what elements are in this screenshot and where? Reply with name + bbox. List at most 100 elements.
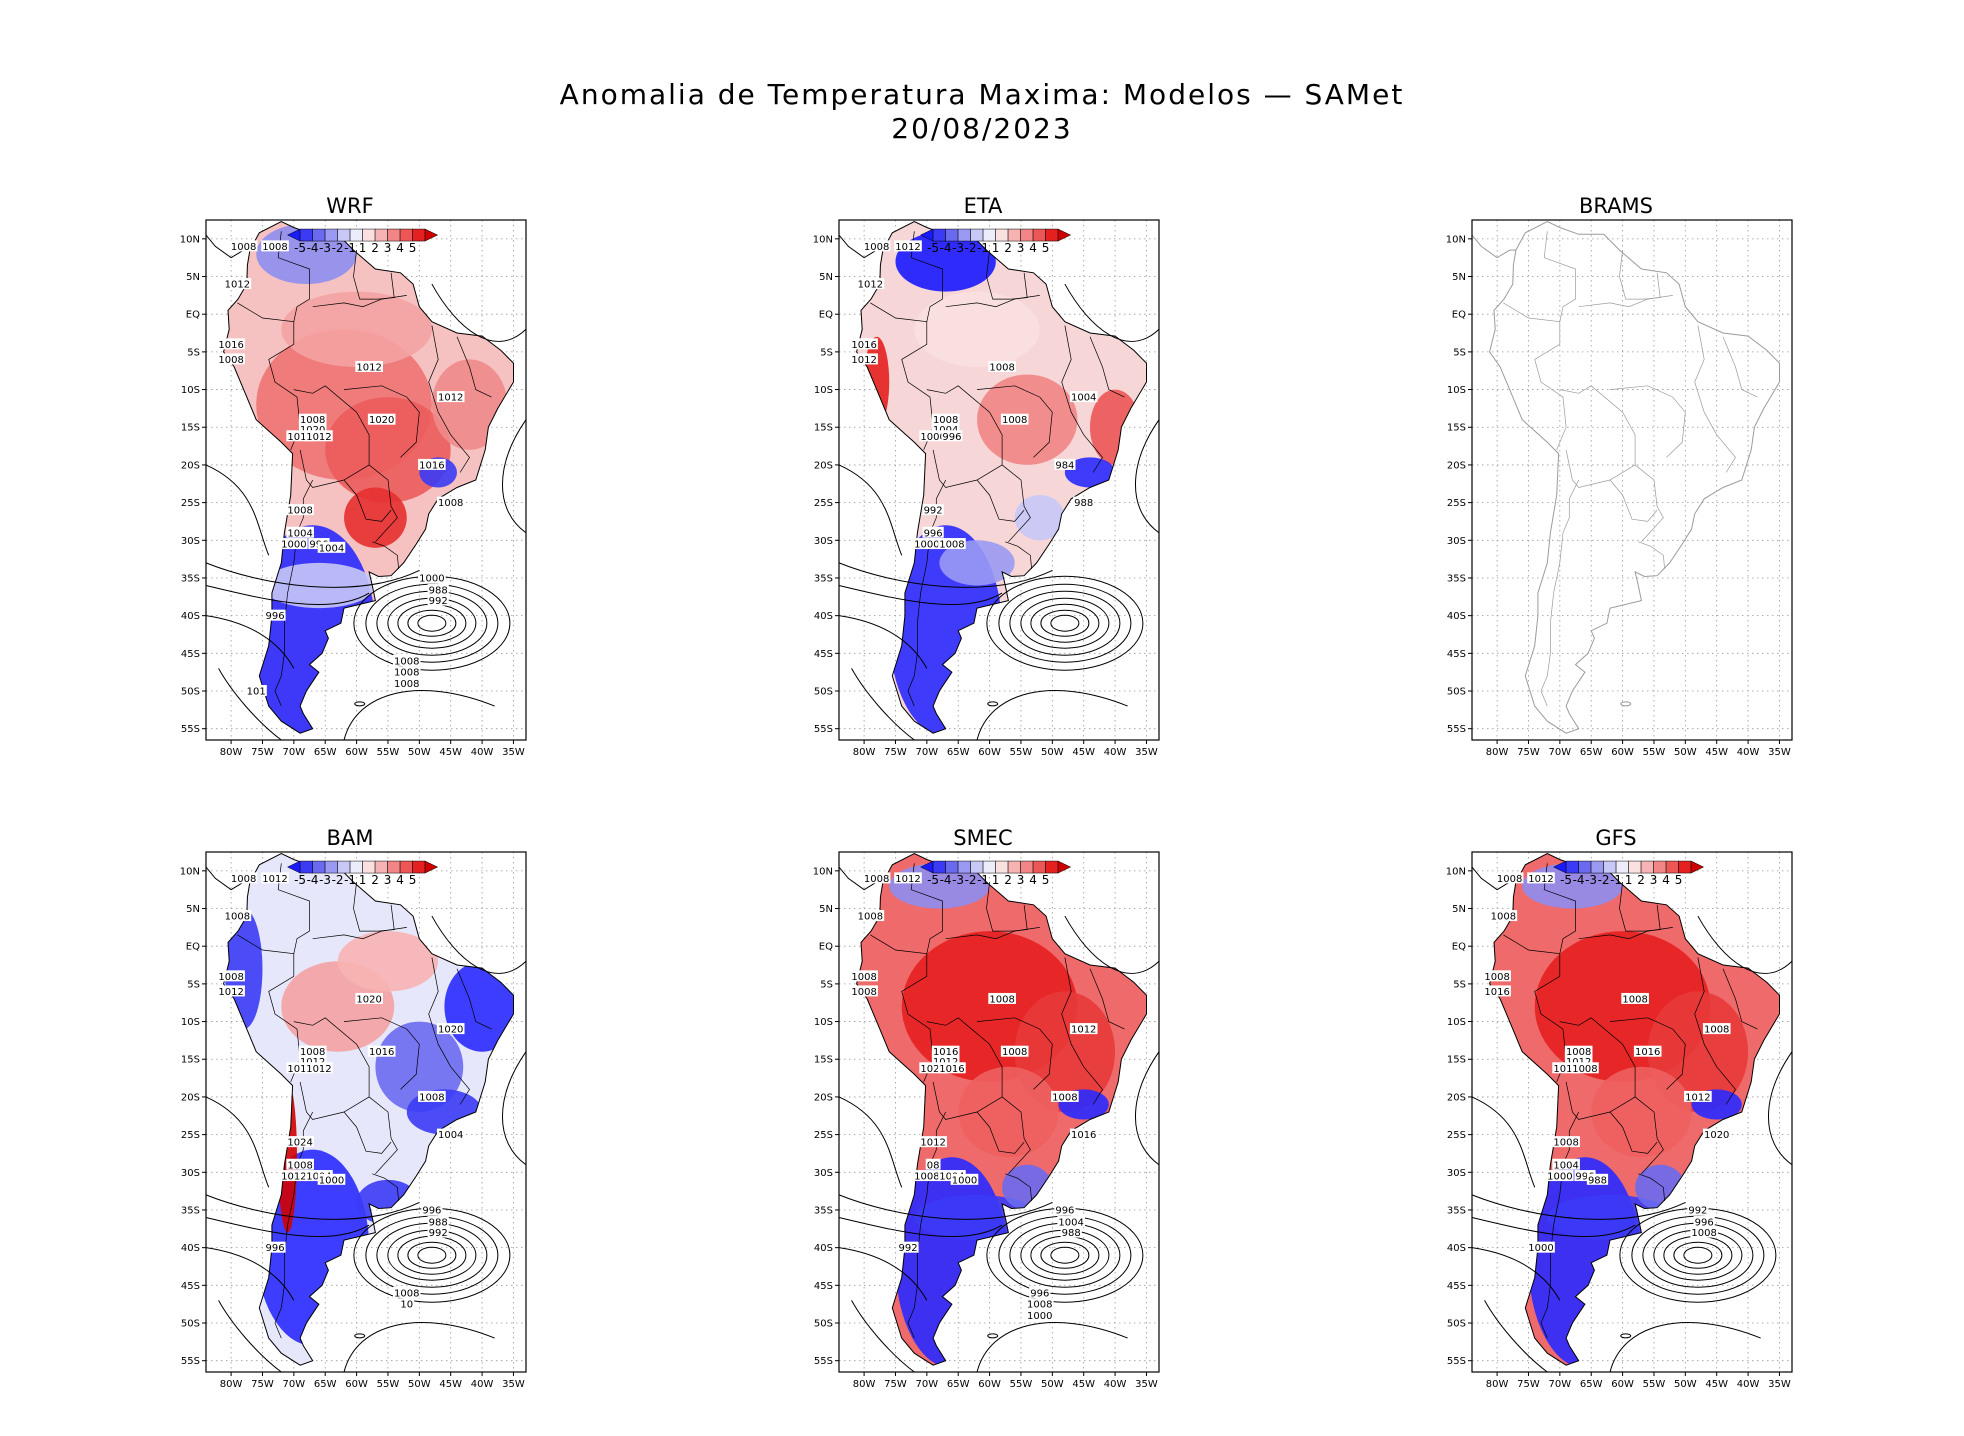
contour-label: 988 [429, 586, 448, 597]
colorbar-swatch [1045, 228, 1059, 242]
contour-label: 1008 [1027, 1300, 1052, 1311]
contour-label-bg [1702, 1023, 1731, 1035]
contour-label: 1004 [1058, 1218, 1083, 1229]
contour-label: 1008 [262, 242, 287, 253]
plot-frame [838, 851, 1160, 1373]
lat-tick-label: 35S [181, 1205, 200, 1216]
contour-label-bg [1073, 496, 1095, 508]
lon-tick-label: 65W [1580, 1379, 1603, 1390]
colorbar-label: -1 [344, 873, 356, 887]
contour-label: 996 [1030, 1288, 1049, 1299]
colorbar-label: 5 [409, 873, 417, 887]
contour-label: 1008 [394, 656, 419, 667]
contour-label: 1000 [419, 573, 444, 584]
contour-label-bg [1552, 1136, 1580, 1148]
contour-label-bg [392, 654, 421, 666]
lat-tick-label: 25S [814, 1130, 833, 1141]
lon-tick-label: 50W [1041, 747, 1064, 758]
lat-tick-label: 10S [814, 1017, 833, 1028]
contour-label-bg [1060, 1226, 1082, 1238]
lat-tick-label: 55S [814, 1356, 833, 1367]
contour-label-bg [1054, 458, 1076, 470]
contour-label: 1008 [1622, 994, 1647, 1005]
lon-tick-label: 40W [1737, 747, 1760, 758]
contour-label-bg [1552, 1062, 1580, 1074]
contour-label-bg [1702, 1128, 1731, 1140]
contour-label-bg [922, 526, 944, 538]
contour-label-bg [925, 1158, 941, 1170]
contour-label: 1016 [851, 340, 876, 351]
colorbar-label: -3 [952, 873, 964, 887]
contour-label: 1000 [920, 432, 945, 443]
lon-tick-label: 65W [314, 747, 337, 758]
panel-title: BAM [326, 826, 374, 850]
contour-label-bg [862, 872, 891, 884]
lat-tick-label: 45S [1447, 1281, 1466, 1292]
colorbar-label: -3 [319, 873, 331, 887]
colorbar-swatch [1045, 860, 1059, 874]
contour-label: 992 [1688, 1205, 1707, 1216]
contour-label: 1000 [1027, 1311, 1052, 1322]
falklands [987, 1333, 999, 1339]
colorbar-swatch [1007, 860, 1021, 874]
lon-tick-label: 35W [502, 747, 525, 758]
contour-label-bg [355, 360, 383, 372]
contour-label: 1008 [1491, 912, 1516, 923]
colorbar-swatch [945, 860, 959, 874]
plot-frame [1471, 851, 1793, 1373]
lon-tick-label: 65W [947, 1379, 970, 1390]
contour-label-bg [931, 423, 960, 435]
axes: 10N 5N EQ 5S 10S 15S 20S 25S 30S 35S 40S 45S 50S 55S 8… [180, 234, 525, 758]
contour-label: 1016 [419, 460, 444, 471]
falklands [1620, 1333, 1632, 1339]
contour-label: 996 [1695, 1218, 1714, 1229]
colorbar-label: -4 [307, 241, 319, 255]
lon-tick-label: 50W [1674, 1379, 1697, 1390]
lon-tick-label: 75W [251, 1379, 274, 1390]
colorbar-swatch [387, 860, 401, 874]
contour-label-bg [286, 1158, 314, 1170]
lon-tick-label: 60W [345, 1379, 368, 1390]
contour-label: 1012 [218, 987, 243, 998]
contour-label: 1008 [231, 874, 256, 885]
lon-tick-label: 55W [1643, 747, 1666, 758]
lon-tick-label: 65W [947, 747, 970, 758]
colorbar-swatch [982, 860, 996, 874]
contour-label-bg [1586, 1173, 1609, 1185]
colorbar-swatch [399, 860, 413, 874]
lat-tick-label: 5S [820, 347, 833, 358]
colorbar-swatch [337, 860, 351, 874]
colorbar-swatch [995, 228, 1009, 242]
colorbar-swatch [349, 860, 363, 874]
lon-tick-label: 70W [283, 1379, 306, 1390]
lat-tick-label: 30S [181, 536, 200, 547]
lat-tick-label: 20S [814, 460, 833, 471]
contour-label: 1004 [1553, 1160, 1578, 1171]
contour-label: 1008 [300, 1047, 325, 1058]
lon-tick-label: 70W [916, 747, 939, 758]
colorbar-label: 4 [1029, 873, 1037, 887]
contour-labels: 1008100810121016100810121008102010161012… [217, 240, 465, 698]
colorbar-swatch [932, 228, 946, 242]
contour-label-bg [1051, 1090, 1079, 1102]
colorbar-label: 4 [1029, 241, 1037, 255]
colorbar-swatch [1032, 228, 1046, 242]
contour-label-bg [1546, 1170, 1574, 1182]
contour-label-bg [856, 278, 885, 290]
lat-tick-label: 30S [1447, 536, 1466, 547]
lon-tick-label: 50W [408, 1379, 431, 1390]
colorbar-label: -2 [965, 241, 977, 255]
contour-label: 1000 [281, 540, 306, 551]
lon-tick-label: 80W [853, 747, 876, 758]
colorbar-swatch [1653, 860, 1667, 874]
contour-label: 1012 [858, 280, 883, 291]
contour-label: 1008 [851, 972, 876, 983]
contour-label: 1016 [218, 340, 243, 351]
lat-tick-label: 30S [1447, 1168, 1466, 1179]
contour-label: 1020 [356, 994, 381, 1005]
lat-tick-label: 40S [181, 1243, 200, 1254]
contour-label-bg [1489, 910, 1518, 922]
contour-label-bg [280, 1170, 308, 1182]
lat-tick-label: 45S [181, 1281, 200, 1292]
contour-label: 1008 [300, 415, 325, 426]
